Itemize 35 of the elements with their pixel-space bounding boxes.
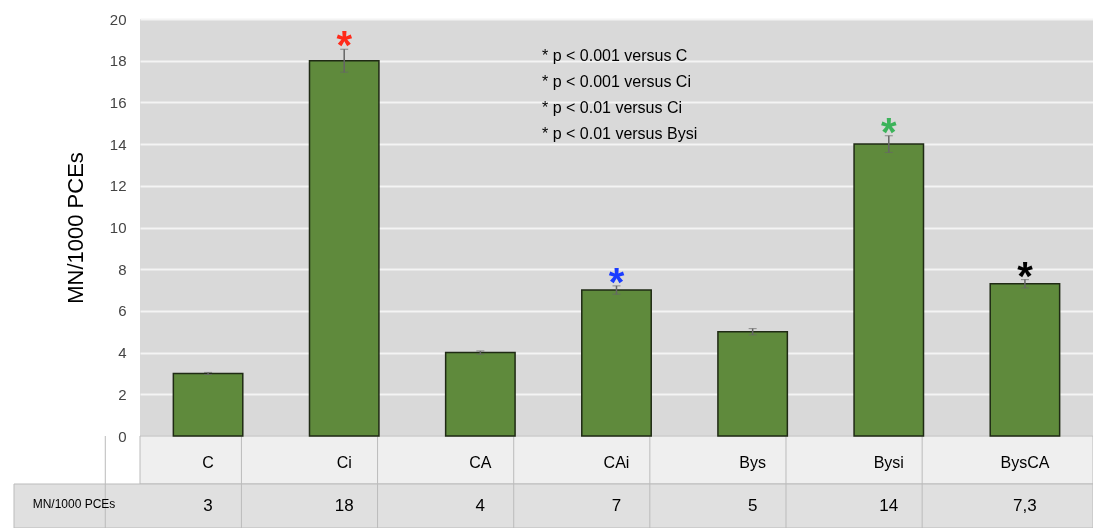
x-tick-label: Bys (739, 453, 766, 471)
data-label: 4 (475, 496, 486, 515)
data-label: 7,3 (1013, 496, 1037, 515)
y-tick-label: 18 (109, 52, 127, 70)
annotation: * (881, 109, 897, 154)
x-tick-label: CAi (603, 453, 630, 471)
data-label: 7 (611, 496, 622, 515)
annotation: * (1017, 253, 1034, 298)
y-tick-label: 6 (118, 302, 127, 320)
y-axis-title: MN/1000 PCEs (62, 152, 88, 304)
data-label: 14 (879, 496, 899, 515)
annotation: * p < 0.001 versus C (542, 47, 688, 64)
annotation: * (336, 23, 353, 68)
x-tick-label: Ci (336, 453, 352, 471)
x-tick-label: CA (469, 453, 492, 471)
y-tick-label: 12 (109, 177, 127, 195)
annotation: * p < 0.01 versus Bysi (542, 125, 698, 142)
y-tick-label: 14 (109, 135, 127, 153)
annotation: * p < 0.001 versus Ci (542, 73, 691, 90)
x-tick-label: BysCA (1000, 453, 1050, 471)
y-tick-label: 8 (118, 260, 127, 278)
text: MN/1000 PCEs (32, 497, 116, 511)
y-tick-label: 20 (109, 10, 127, 28)
annotation: * (608, 259, 625, 304)
data-label: 18 (334, 496, 354, 515)
y-tick-label: 2 (118, 385, 127, 403)
x-tick-label: C (202, 453, 214, 471)
annotation: * p < 0.01 versus Ci (542, 99, 683, 116)
y-tick-label: 4 (118, 344, 127, 362)
y-tick-label: 10 (109, 219, 127, 236)
data-label: 5 (747, 496, 758, 515)
y-tick-label: 16 (109, 93, 127, 111)
x-tick-label: Bysi (873, 453, 904, 471)
data-label: 3 (203, 496, 213, 515)
y-tick-label: 0 (118, 427, 127, 445)
